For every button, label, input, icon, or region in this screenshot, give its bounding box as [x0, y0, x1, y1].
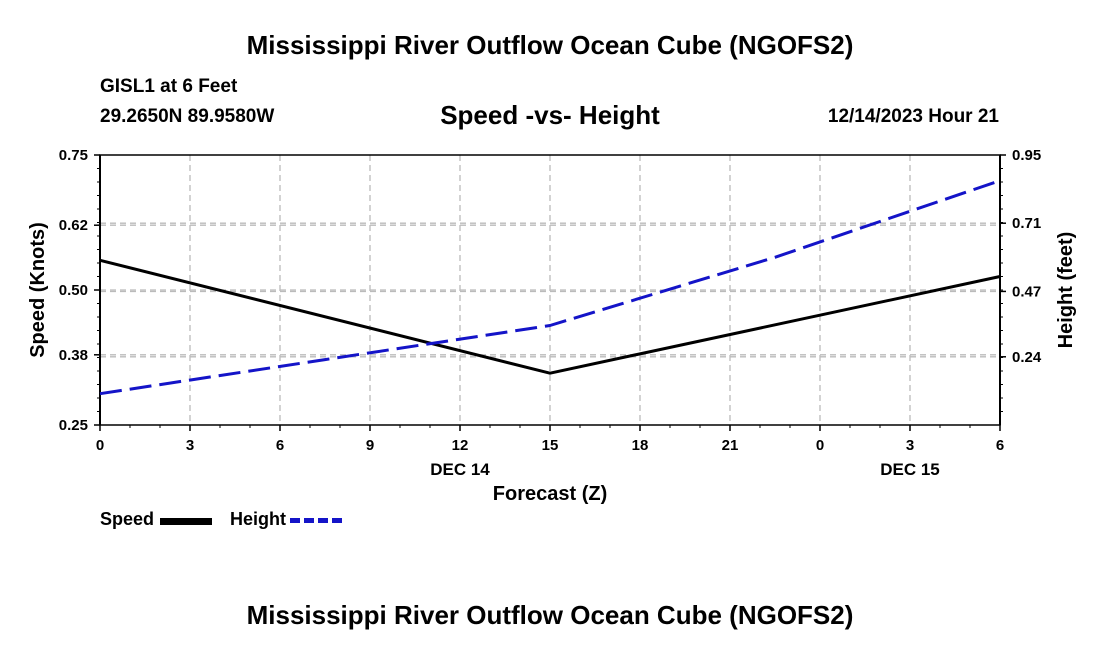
y2-tick-label: 0.71	[1012, 215, 1041, 232]
x-tick-label: 6	[996, 437, 1004, 454]
legend-speed-swatch	[160, 518, 212, 525]
footer-title: Mississippi River Outflow Ocean Cube (NG…	[246, 600, 854, 630]
x-date-label: DEC 14	[430, 460, 490, 479]
chart-subtitle: Speed -vs- Height	[440, 100, 660, 130]
x-tick-label: 0	[96, 437, 104, 454]
x-tick-label: 12	[452, 437, 469, 454]
x-tick-label: 18	[632, 437, 649, 454]
height-series-line	[99, 179, 1001, 396]
y-tick-label: 0.75	[59, 147, 88, 164]
x-tick-label: 21	[722, 437, 739, 454]
y2-tick-label: 0.95	[1012, 147, 1041, 164]
station-coords: 29.2650N 89.9580W	[100, 106, 275, 127]
station-label: GISL1 at 6 Feet	[100, 76, 238, 97]
x-tick-label: 6	[276, 437, 284, 454]
legend-height-label: Height	[230, 509, 286, 529]
x-tick-label: 15	[542, 437, 559, 454]
x-tick-label: 9	[366, 437, 374, 454]
y2-tick-label: 0.47	[1012, 283, 1041, 300]
chart-title: Mississippi River Outflow Ocean Cube (NG…	[246, 30, 854, 60]
tick-layer: 0 3 6 9 12 15 18 21 0 3 6 DEC 14 DEC 15 0.25 0.38 0.50 0…	[59, 147, 1042, 479]
x-tick-label: 3	[186, 437, 194, 454]
y-tick-label: 0.50	[59, 282, 88, 299]
y2-tick-label: 0.24	[1012, 349, 1042, 366]
x-date-label: DEC 15	[880, 460, 940, 479]
y2-axis-title: Height (feet)	[1055, 232, 1077, 349]
x-tick-label: 3	[906, 437, 914, 454]
y-tick-label: 0.25	[59, 417, 88, 434]
y-tick-label: 0.62	[59, 217, 88, 234]
x-tick-label: 0	[816, 437, 824, 454]
y-tick-label: 0.38	[59, 347, 88, 364]
y-axis-title: Speed (Knots)	[27, 222, 49, 358]
grid-layer	[100, 155, 1000, 425]
legend-speed-label: Speed	[100, 509, 155, 529]
series-layer	[99, 179, 1001, 396]
x-axis-title: Forecast (Z)	[493, 483, 607, 505]
speed-series-line	[99, 258, 1001, 375]
forecast-datetime: 12/14/2023 Hour 21	[827, 106, 999, 127]
legend-height-swatch	[290, 518, 342, 523]
